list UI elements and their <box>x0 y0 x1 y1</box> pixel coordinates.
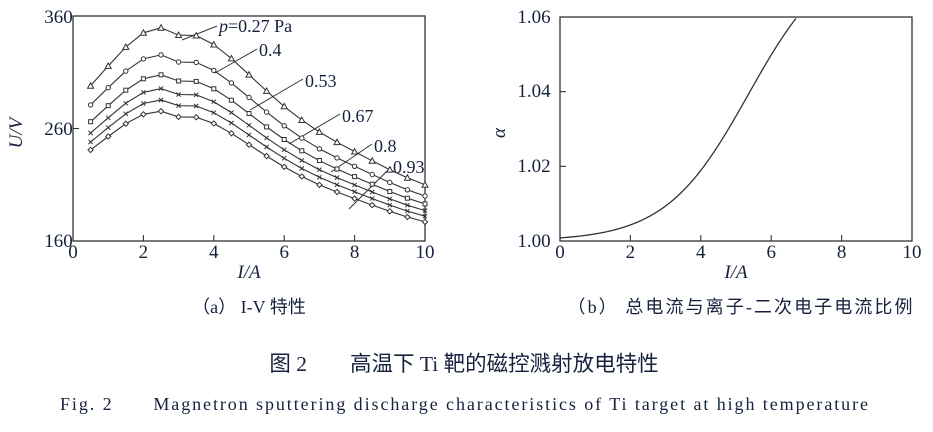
svg-text:图 2 高温下 Ti 靶的磁控溅射放电特性: 图 2 高温下 Ti 靶的磁控溅射放电特性 <box>269 352 658 376</box>
svg-text:α: α <box>489 127 510 138</box>
svg-text:160: 160 <box>44 231 73 252</box>
svg-text:1.00: 1.00 <box>517 231 550 252</box>
svg-text:8: 8 <box>350 242 360 263</box>
svg-text:0.53: 0.53 <box>305 71 337 91</box>
svg-text:8: 8 <box>837 242 847 263</box>
svg-text:0.93: 0.93 <box>393 157 425 177</box>
svg-text:1.04: 1.04 <box>517 81 551 102</box>
svg-text:2: 2 <box>139 242 149 263</box>
svg-text:360: 360 <box>44 7 73 28</box>
svg-text:6: 6 <box>279 242 289 263</box>
svg-text:U/V: U/V <box>6 115 27 148</box>
svg-text:0.67: 0.67 <box>342 106 374 126</box>
svg-text:4: 4 <box>209 242 219 263</box>
svg-text:Fig. 2 Magnetron sputtering d: Fig. 2 Magnetron sputtering discharge ch… <box>60 394 868 414</box>
svg-text:0.8: 0.8 <box>374 136 397 156</box>
svg-text:0: 0 <box>555 242 565 263</box>
svg-text:p=0.27 Pa: p=0.27 Pa <box>217 16 292 36</box>
svg-text:4: 4 <box>696 242 706 263</box>
svg-text:6: 6 <box>766 242 776 263</box>
svg-text:1.06: 1.06 <box>517 7 550 28</box>
svg-text:10: 10 <box>903 242 922 263</box>
svg-text:2: 2 <box>626 242 636 263</box>
svg-text:0.4: 0.4 <box>259 40 282 60</box>
svg-text:（a） I-V 特性: （a） I-V 特性 <box>192 297 306 317</box>
svg-text:（b） 总电流与离子-二次电子电流比例: （b） 总电流与离子-二次电子电流比例 <box>568 297 913 317</box>
svg-text:260: 260 <box>44 119 73 140</box>
svg-text:I/A: I/A <box>236 262 261 283</box>
svg-text:I/A: I/A <box>723 262 748 283</box>
svg-text:10: 10 <box>416 242 435 263</box>
svg-text:1.02: 1.02 <box>517 156 550 177</box>
